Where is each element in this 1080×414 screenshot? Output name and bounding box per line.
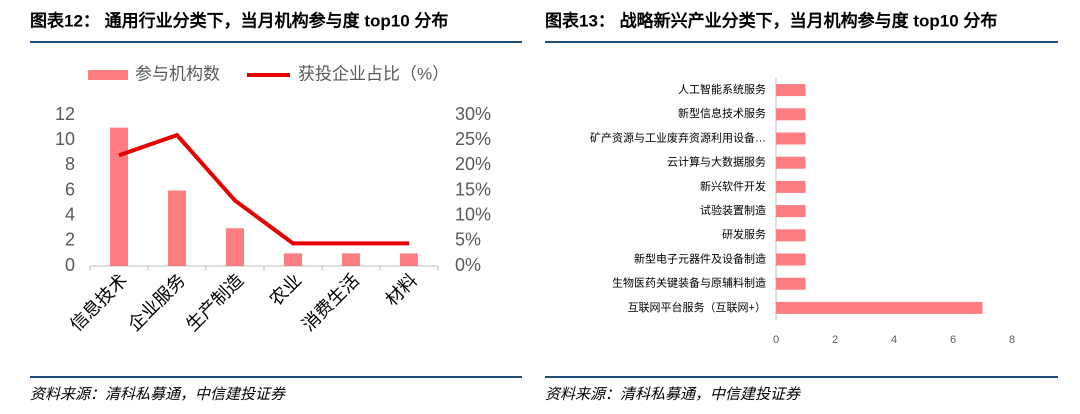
line (118, 132, 409, 246)
x-tick-label: 生产制造 (182, 270, 247, 335)
bar (776, 301, 983, 314)
y2-tick-label: 5% (455, 230, 481, 250)
y2-tick-label: 30% (455, 104, 491, 124)
bar (226, 228, 244, 266)
y-tick-label: 10 (55, 129, 75, 149)
y-tick-label: 矿产资源与工业废弃资源利用设备… (590, 130, 766, 144)
y-tick-label: 0 (65, 255, 75, 275)
x-tick-label: 4 (891, 334, 897, 346)
bar (776, 108, 806, 121)
y-tick-label: 新型电子元器件及设备制造 (634, 251, 766, 265)
bar (776, 277, 806, 290)
legend-swatch (88, 70, 128, 80)
bar (776, 180, 806, 193)
source: 资料来源：清科私募通，中信建投证券 (545, 386, 801, 403)
chart-title: 图表13： 战略新兴产业分类下，当月机构参与度 top10 分布 (545, 10, 997, 30)
x-tick-label: 8 (1009, 334, 1015, 346)
x-tick-label: 6 (950, 334, 956, 346)
bar (776, 253, 806, 266)
bar (342, 253, 360, 266)
bar (400, 253, 418, 266)
y-tick-label: 新型信息技术服务 (678, 106, 766, 120)
y2-tick-label: 20% (455, 154, 491, 174)
x-tick-label: 2 (832, 334, 838, 346)
bar (776, 156, 806, 169)
x-tick-label: 信息技术 (66, 270, 131, 335)
y2-tick-label: 15% (455, 179, 491, 199)
y-tick-label: 人工智能系统服务 (678, 82, 766, 96)
x-tick-label: 材料 (382, 270, 422, 310)
y-tick-label: 试验装置制造 (700, 203, 766, 217)
bar (776, 229, 806, 242)
bar (776, 205, 806, 218)
bar (776, 132, 806, 145)
source: 资料来源：清科私募通，中信建投证券 (30, 386, 286, 403)
bar (168, 190, 186, 266)
legend-label: 获投企业占比（%） (298, 64, 449, 83)
y-tick-label: 2 (65, 230, 75, 250)
legend-label: 参与机构数 (135, 64, 220, 83)
y-tick-label: 12 (55, 104, 75, 124)
y2-tick-label: 0% (455, 255, 481, 275)
y-tick-label: 互联网平台服务（互联网+） (628, 300, 766, 314)
y2-tick-label: 10% (455, 204, 491, 224)
y-tick-label: 云计算与大数据服务 (667, 155, 766, 169)
bar (110, 127, 128, 266)
y-tick-label: 8 (65, 154, 75, 174)
y-tick-label: 4 (65, 204, 75, 224)
y-tick-label: 生物医药关键装备与原辅料制造 (612, 276, 766, 290)
y-tick-label: 研发服务 (722, 227, 766, 241)
bar (284, 253, 302, 266)
chart-title: 图表12： 通用行业分类下，当月机构参与度 top10 分布 (30, 10, 448, 30)
x-tick-label: 企业服务 (124, 270, 189, 335)
y-tick-label: 新兴软件开发 (700, 179, 766, 193)
bar (776, 84, 806, 97)
y2-tick-label: 25% (455, 129, 491, 149)
y-tick-label: 6 (65, 179, 75, 199)
x-tick-label: 0 (773, 334, 779, 346)
x-tick-label: 消费生活 (298, 270, 363, 335)
x-tick-label: 农业 (266, 270, 306, 310)
